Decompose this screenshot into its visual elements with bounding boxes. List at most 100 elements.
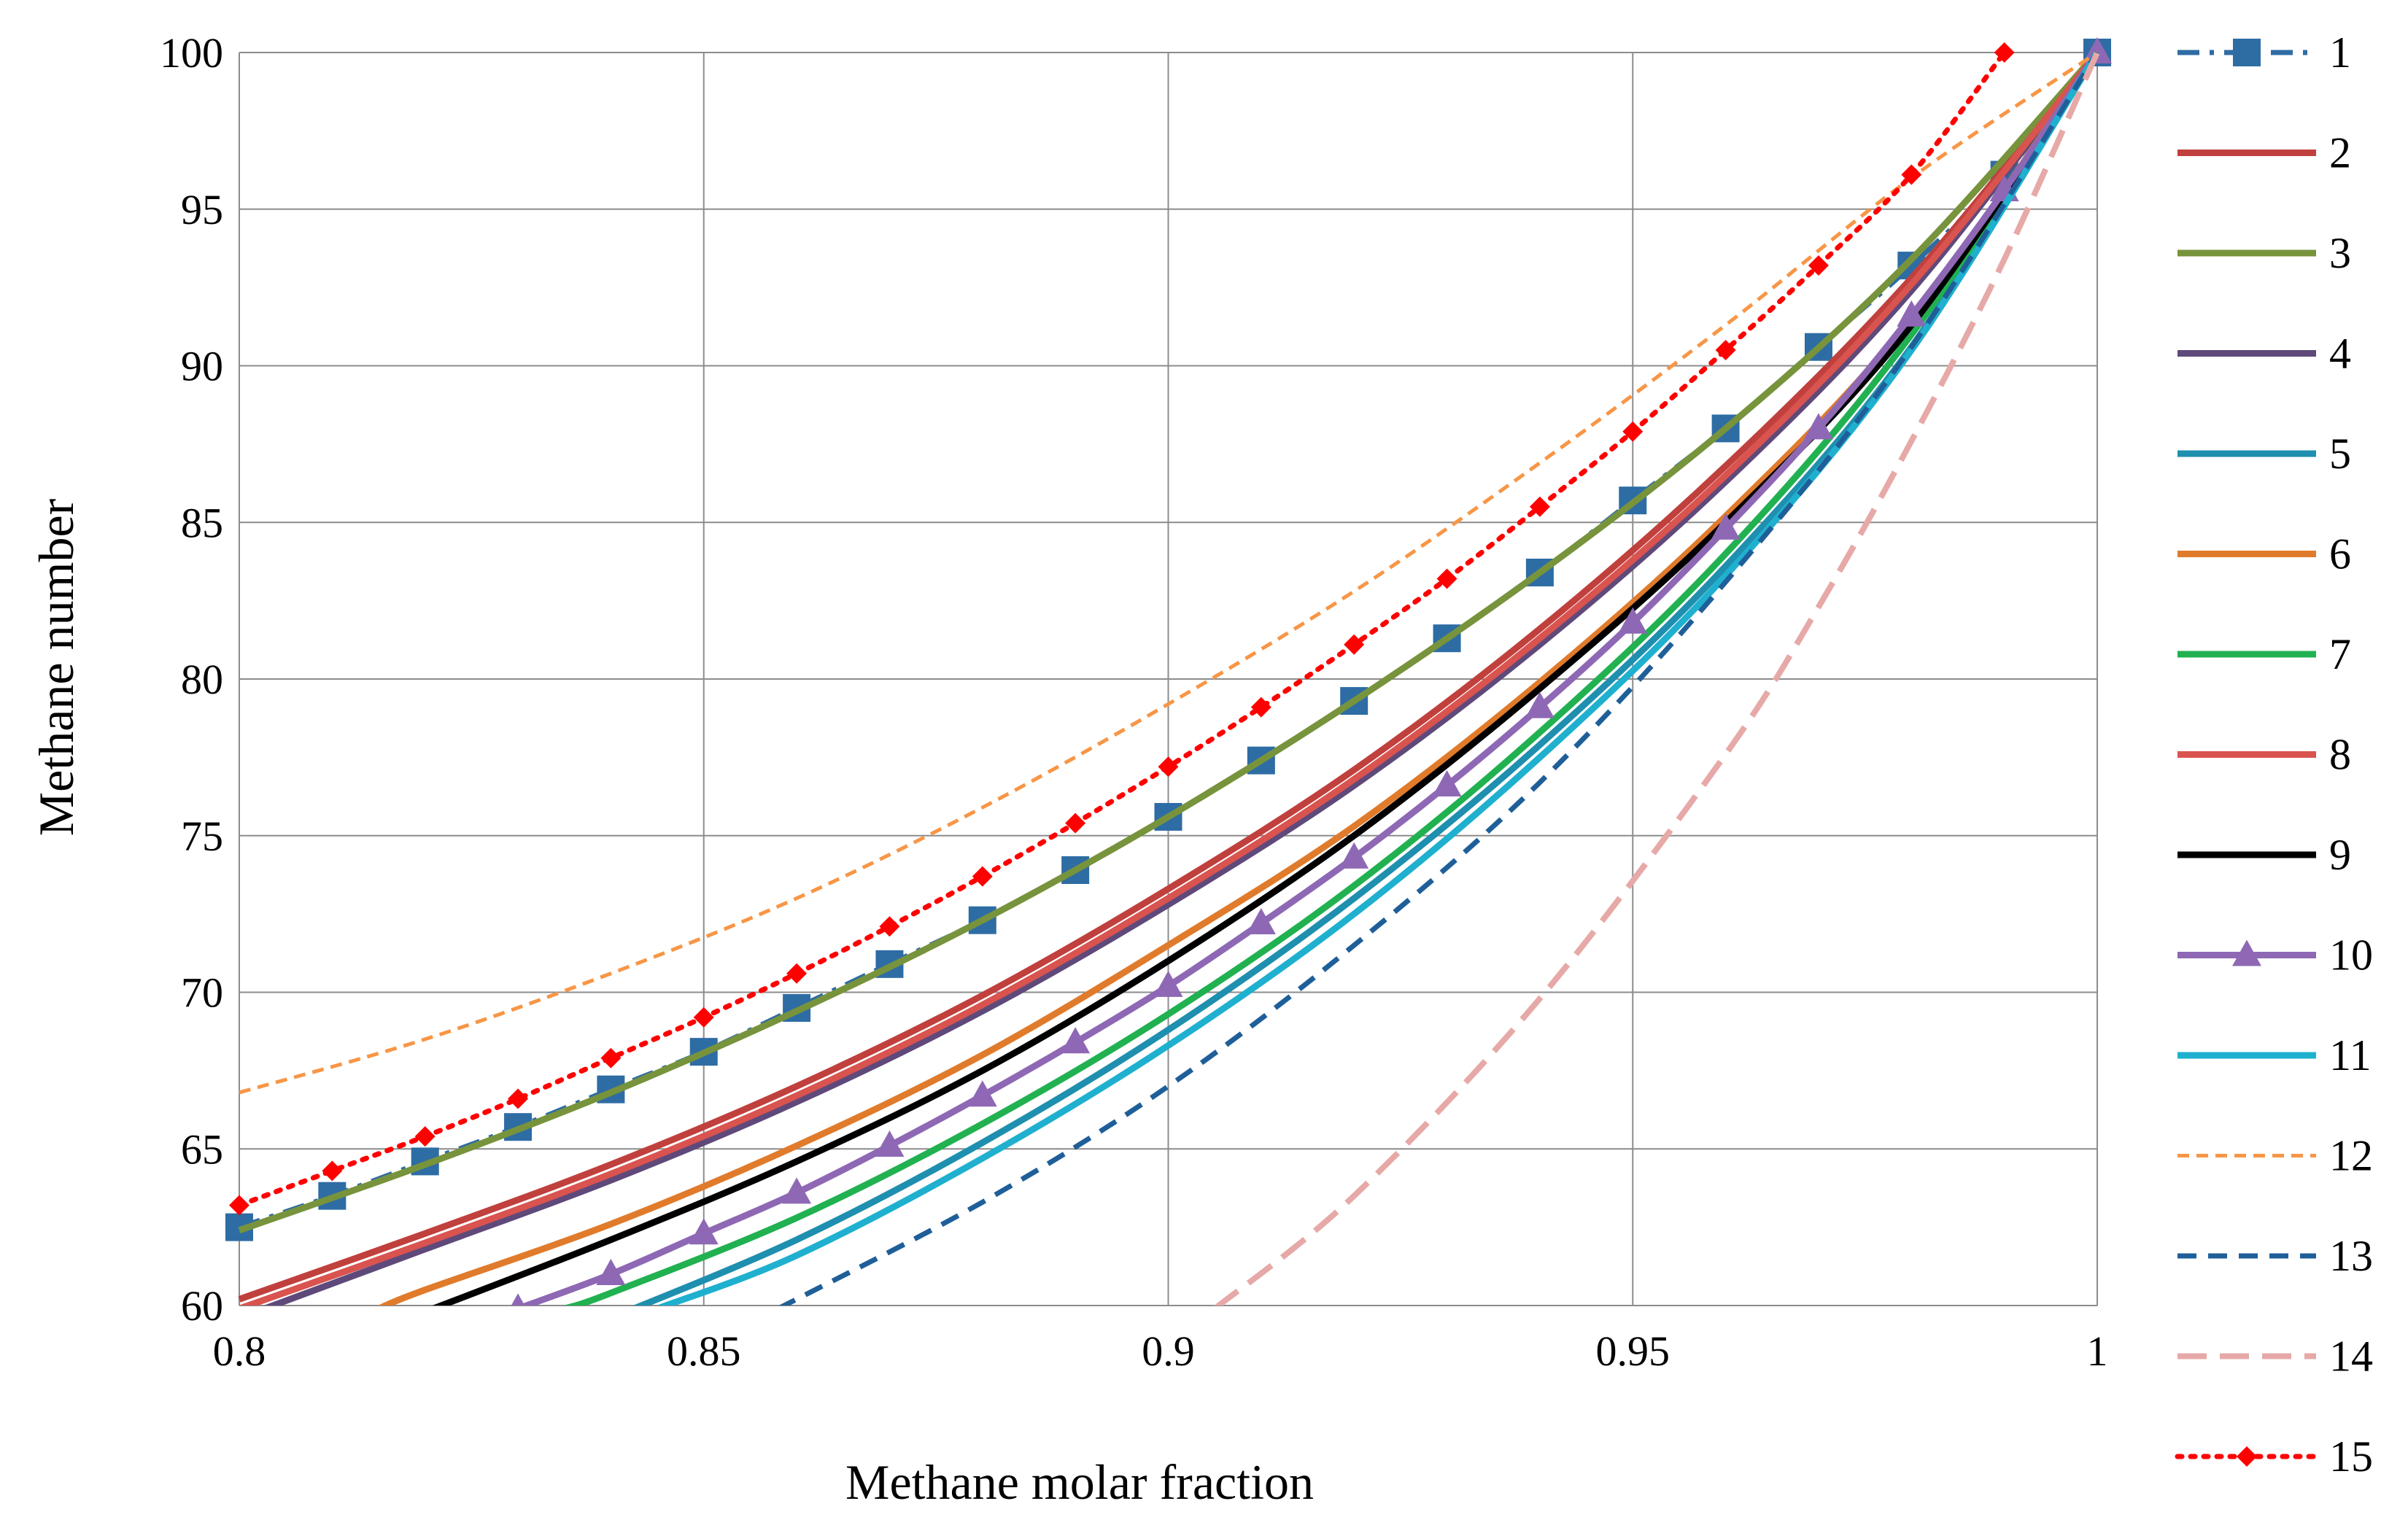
series-10-point xyxy=(967,1080,997,1107)
series-10-point xyxy=(782,1177,812,1204)
tick-labels: 60 65 70 75 80 85 90 95 100 0.8 0.85 0.9 0.95 1 xyxy=(160,29,2108,1375)
legend-label: 11 xyxy=(2329,1031,2372,1079)
y-tick-label: 100 xyxy=(160,29,223,77)
legend-item-12: 12 xyxy=(2177,1132,2373,1180)
legend-label: 12 xyxy=(2329,1132,2373,1180)
series-15-point xyxy=(229,1195,249,1216)
legend-label: 13 xyxy=(2329,1232,2373,1280)
series-2 xyxy=(238,50,2100,1303)
legend-label: 8 xyxy=(2329,731,2351,779)
series-10-point xyxy=(1803,413,1833,440)
series-15-point xyxy=(879,916,900,937)
series-10-point xyxy=(1246,908,1276,935)
series-lines xyxy=(225,37,2112,1306)
series-10-point xyxy=(2083,37,2112,63)
y-tick-label: 60 xyxy=(181,1282,223,1330)
series-15-line xyxy=(236,50,2008,1209)
series-15-point xyxy=(1994,42,2015,63)
y-axis-title: Methane number xyxy=(28,498,84,836)
series-10-point xyxy=(1153,970,1183,997)
y-tick-label: 75 xyxy=(181,812,223,860)
series-13 xyxy=(778,51,2099,1306)
legend-item-4: 4 xyxy=(2177,330,2351,378)
series-9 xyxy=(432,50,2100,1306)
legend-item-6: 6 xyxy=(2177,530,2351,578)
series-15-point xyxy=(1901,164,1922,185)
series-12-line xyxy=(239,50,2099,1095)
y-tick-label: 95 xyxy=(181,186,223,233)
series-15-point xyxy=(1715,340,1736,361)
series-8-line xyxy=(238,50,2100,1306)
series-10-point xyxy=(689,1218,719,1245)
series-15-point xyxy=(1436,568,1457,589)
legend-label: 6 xyxy=(2329,530,2351,578)
series-10-point xyxy=(596,1259,626,1286)
series-15-point xyxy=(414,1126,435,1147)
series-15-point xyxy=(508,1088,529,1109)
legend-item-3: 3 xyxy=(2177,229,2351,277)
series-15-point xyxy=(1250,697,1271,718)
series-14-line xyxy=(1214,51,2100,1306)
legend-label: 1 xyxy=(2329,28,2351,77)
legend-item-15: 15 xyxy=(2175,1432,2373,1481)
legend-label: 3 xyxy=(2329,229,2351,277)
series-10-point xyxy=(1525,691,1555,718)
x-tick-label: 0.85 xyxy=(667,1327,741,1375)
series-6-line xyxy=(377,50,2100,1306)
series-7-line xyxy=(563,50,2100,1306)
legend-item-10: 10 xyxy=(2177,931,2373,980)
series-10-point xyxy=(1897,300,1927,327)
gridlines xyxy=(239,52,2098,1306)
series-15-point xyxy=(1158,756,1179,777)
series-15-point xyxy=(600,1047,622,1068)
series-4-line xyxy=(263,50,2100,1306)
y-tick-label: 85 xyxy=(181,499,223,546)
series-15-point xyxy=(1344,634,1365,655)
series-10 xyxy=(511,37,2112,1306)
legend-item-1: 1 xyxy=(2177,28,2351,77)
series-9-line xyxy=(432,50,2100,1306)
series-15 xyxy=(229,42,2015,1216)
legend-item-5: 5 xyxy=(2177,430,2351,478)
series-10-point xyxy=(1432,770,1462,797)
y-tick-label: 80 xyxy=(181,656,223,703)
legend-item-13: 13 xyxy=(2177,1232,2373,1280)
series-10-point xyxy=(511,1293,525,1306)
x-tick-label: 1 xyxy=(2087,1327,2108,1375)
y-tick-label: 70 xyxy=(181,969,223,1017)
series-3-line xyxy=(238,50,2100,1234)
legend-item-7: 7 xyxy=(2177,630,2351,678)
legend-item-14: 14 xyxy=(2177,1333,2373,1381)
series-10-point xyxy=(1711,513,1741,540)
series-15-point xyxy=(1529,496,1550,517)
series-8 xyxy=(238,50,2100,1306)
legend-item-11: 11 xyxy=(2177,1031,2372,1079)
legend-label: 2 xyxy=(2329,129,2351,177)
series-6 xyxy=(377,50,2100,1306)
series-13-line xyxy=(778,51,2099,1306)
series-15-point xyxy=(786,963,808,984)
legend-label: 14 xyxy=(2329,1333,2373,1381)
series-2-line xyxy=(238,50,2100,1303)
legend-label: 7 xyxy=(2329,630,2351,678)
series-11 xyxy=(656,50,2100,1306)
legend-marker xyxy=(2232,939,2261,966)
legend-marker xyxy=(2233,39,2261,66)
legend-label: 4 xyxy=(2329,330,2351,378)
legend-item-8: 8 xyxy=(2177,731,2351,779)
series-12 xyxy=(239,50,2099,1095)
series-15-point xyxy=(1622,421,1644,442)
x-tick-label: 0.8 xyxy=(213,1327,266,1375)
series-14 xyxy=(1214,51,2100,1306)
series-15-point xyxy=(1808,255,1829,276)
x-tick-label: 0.95 xyxy=(1596,1327,1670,1375)
series-15-point xyxy=(322,1160,343,1182)
y-tick-label: 65 xyxy=(181,1125,223,1173)
series-15-point xyxy=(972,866,993,887)
legend-item-9: 9 xyxy=(2177,831,2351,879)
series-10-point xyxy=(1339,842,1369,869)
x-tick-label: 0.9 xyxy=(1142,1327,1195,1375)
